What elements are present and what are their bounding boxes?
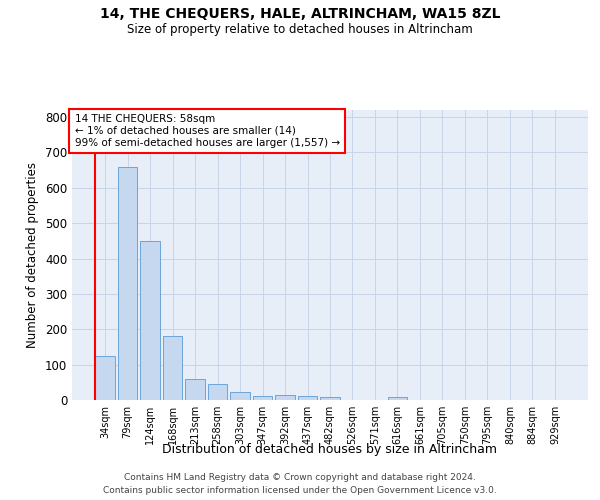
Text: Contains HM Land Registry data © Crown copyright and database right 2024.: Contains HM Land Registry data © Crown c… <box>124 472 476 482</box>
Bar <box>230 392 250 400</box>
Text: 14, THE CHEQUERS, HALE, ALTRINCHAM, WA15 8ZL: 14, THE CHEQUERS, HALE, ALTRINCHAM, WA15… <box>100 8 500 22</box>
Bar <box>253 396 272 400</box>
Bar <box>140 241 160 400</box>
Text: Contains public sector information licensed under the Open Government Licence v3: Contains public sector information licen… <box>103 486 497 495</box>
Bar <box>320 397 340 400</box>
Y-axis label: Number of detached properties: Number of detached properties <box>26 162 40 348</box>
Bar <box>208 384 227 400</box>
Text: 14 THE CHEQUERS: 58sqm
← 1% of detached houses are smaller (14)
99% of semi-deta: 14 THE CHEQUERS: 58sqm ← 1% of detached … <box>74 114 340 148</box>
Bar <box>95 356 115 400</box>
Bar <box>118 166 137 400</box>
Text: Size of property relative to detached houses in Altrincham: Size of property relative to detached ho… <box>127 22 473 36</box>
Bar <box>275 394 295 400</box>
Bar <box>388 397 407 400</box>
Bar <box>298 396 317 400</box>
Bar <box>163 336 182 400</box>
Text: Distribution of detached houses by size in Altrincham: Distribution of detached houses by size … <box>163 442 497 456</box>
Bar <box>185 379 205 400</box>
